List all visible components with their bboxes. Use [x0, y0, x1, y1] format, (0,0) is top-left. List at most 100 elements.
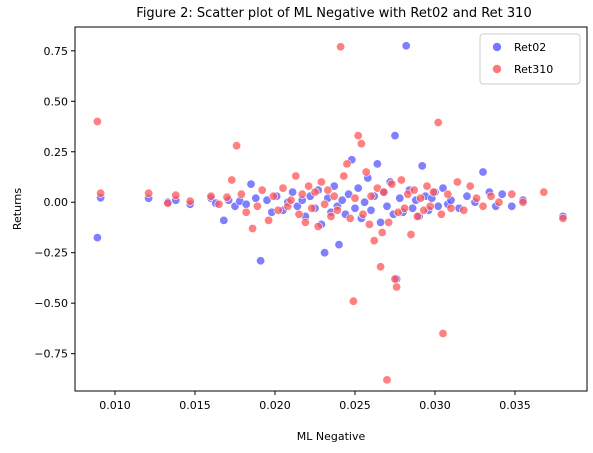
point-ret310-33	[326, 211, 336, 221]
point-ret310-15	[257, 185, 267, 195]
legend-label-ret310: Ret310	[514, 63, 553, 76]
point-ret310-8	[222, 192, 232, 202]
point-ret310-30	[316, 177, 326, 187]
point-ret310-79	[478, 201, 488, 211]
point-ret310-78	[472, 193, 482, 203]
point-ret310-63	[409, 185, 419, 195]
point-ret02-13	[246, 179, 256, 189]
point-ret310-13	[248, 224, 258, 234]
y-tick-label: 0.50	[44, 95, 69, 108]
chart-title: Figure 2: Scatter plot of ML Negative wi…	[136, 6, 531, 21]
point-ret310-39	[345, 213, 355, 223]
legend-marker-ret310	[492, 64, 502, 74]
point-ret02-66	[433, 201, 443, 211]
point-ret310-59	[396, 175, 406, 185]
y-tick-label: −0.75	[34, 348, 68, 361]
legend-marker-ret02	[492, 42, 502, 52]
point-ret310-1	[96, 188, 106, 198]
point-ret310-41	[350, 193, 360, 203]
point-ret310-44	[358, 209, 368, 219]
point-ret310-3	[163, 198, 173, 208]
point-ret02-77	[507, 201, 517, 211]
y-axis-label: Returns	[11, 188, 24, 231]
x-tick-label: 0.015	[179, 399, 211, 412]
point-ret310-17	[268, 191, 278, 201]
point-ret310-72	[438, 328, 448, 338]
point-ret02-0	[92, 233, 102, 243]
point-ret310-23	[294, 209, 304, 219]
point-ret02-8	[219, 215, 229, 225]
point-ret310-77	[465, 181, 475, 191]
point-ret310-52	[379, 187, 389, 197]
point-ret02-46	[372, 159, 382, 169]
point-ret310-64	[412, 211, 422, 221]
point-ret02-16	[262, 195, 272, 205]
point-ret310-10	[232, 141, 242, 151]
point-ret310-29	[313, 222, 323, 232]
point-ret310-61	[403, 189, 413, 199]
point-ret310-6	[206, 191, 216, 201]
point-ret310-28	[310, 187, 320, 197]
point-ret310-7	[214, 199, 224, 209]
points-layer	[92, 41, 568, 385]
x-axis: 0.010 0.015 0.020 0.025 0.030 0.035	[99, 391, 531, 412]
point-ret02-73	[478, 167, 488, 177]
plot-frame	[74, 26, 588, 392]
point-ret02-14	[251, 193, 261, 203]
point-ret310-75	[452, 177, 462, 187]
point-ret310-31	[320, 199, 330, 209]
point-ret310-27	[307, 203, 317, 213]
point-ret310-58	[393, 207, 403, 217]
point-ret310-40	[348, 296, 358, 306]
x-tick-label: 0.010	[99, 399, 131, 412]
point-ret310-81	[494, 197, 504, 207]
point-ret02-21	[288, 187, 298, 197]
x-axis-label: ML Negative	[297, 430, 366, 443]
point-ret02-42	[360, 197, 370, 207]
point-ret02-47	[376, 217, 386, 227]
legend-label-ret02: Ret02	[514, 41, 546, 54]
point-ret310-82	[507, 189, 517, 199]
point-ret02-71	[462, 191, 472, 201]
point-ret310-16	[264, 215, 274, 225]
point-ret310-21	[286, 195, 296, 205]
point-ret310-46	[364, 219, 374, 229]
point-ret310-70	[433, 118, 443, 128]
x-tick-label: 0.030	[419, 399, 451, 412]
point-ret310-65	[416, 193, 426, 203]
point-ret02-58	[408, 203, 418, 213]
point-ret310-67	[422, 181, 432, 191]
point-ret310-19	[278, 183, 288, 193]
point-ret02-67	[438, 183, 448, 193]
point-ret02-40	[353, 183, 363, 193]
point-ret310-18	[273, 205, 283, 215]
point-ret310-26	[304, 181, 314, 191]
y-tick-label: 0.00	[44, 196, 69, 209]
point-ret310-71	[436, 209, 446, 219]
point-ret310-35	[332, 205, 342, 215]
point-ret310-2	[144, 188, 154, 198]
point-ret310-49	[372, 183, 382, 193]
point-ret310-84	[539, 187, 549, 197]
point-ret310-34	[329, 191, 339, 201]
point-ret310-0	[92, 117, 102, 127]
point-ret310-43	[356, 139, 366, 149]
point-ret310-42	[353, 131, 363, 141]
point-ret310-50	[376, 262, 386, 272]
point-ret310-54	[384, 217, 394, 227]
point-ret310-25	[300, 217, 310, 227]
point-ret310-56	[390, 274, 400, 284]
point-ret310-53	[382, 375, 392, 385]
point-ret310-76	[459, 205, 469, 215]
point-ret310-66	[419, 205, 429, 215]
y-tick-label: 0.75	[44, 45, 69, 58]
point-ret310-85	[558, 213, 568, 223]
point-ret310-73	[443, 189, 453, 199]
point-ret310-11	[236, 189, 246, 199]
point-ret02-12	[241, 199, 251, 209]
y-axis: −0.75 −0.50 −0.25 0.00 0.25 0.50 0.75	[34, 45, 75, 361]
point-ret310-24	[297, 189, 307, 199]
point-ret02-32	[329, 181, 339, 191]
point-ret02-61	[417, 161, 427, 171]
